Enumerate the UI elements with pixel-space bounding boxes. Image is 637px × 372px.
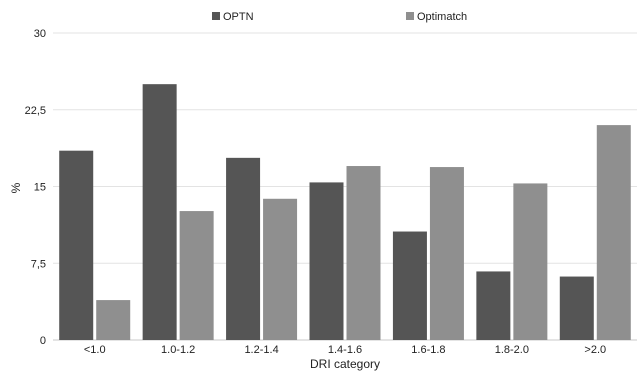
y-axis-title: % [9, 182, 23, 193]
y-tick-label: 0 [40, 335, 46, 347]
gridlines [53, 32, 637, 341]
y-axis-ticks: 0 7,5 15 22,5 30 [25, 28, 46, 347]
bar-optn [59, 150, 94, 340]
x-axis-ticks: <1.0 1.0-1.2 1.2-1.4 1.4-1.6 1.6-1.8 1.8-2.0 >… [84, 344, 606, 356]
bar-optn [142, 84, 177, 341]
bars [59, 84, 631, 341]
x-tick-label: 1.0-1.2 [161, 344, 195, 356]
bar-optimatch [429, 167, 464, 340]
bar-optn [476, 271, 511, 340]
x-tick-label: <1.0 [84, 344, 106, 356]
x-tick-label: 1.2-1.4 [244, 344, 278, 356]
bar-optimatch [346, 166, 381, 340]
bar-optn [226, 157, 261, 340]
bar-optn [392, 231, 427, 340]
x-tick-label: 1.6-1.8 [411, 344, 445, 356]
x-tick-label: >2.0 [584, 344, 606, 356]
legend-swatch-optn [212, 12, 220, 20]
x-tick-label: 1.8-2.0 [495, 344, 529, 356]
y-tick-label: 30 [34, 28, 46, 40]
y-tick-label: 7,5 [31, 258, 46, 270]
x-tick-label: 1.4-1.6 [328, 344, 362, 356]
legend: OPTN Optimatch [212, 11, 467, 23]
bar-optimatch [263, 198, 298, 340]
bar-optn [559, 276, 594, 340]
bar-optimatch [596, 125, 631, 340]
y-tick-label: 22,5 [25, 105, 46, 117]
bar-optn [309, 182, 344, 340]
legend-label-optn: OPTN [223, 11, 254, 23]
x-axis-title: DRI category [310, 357, 380, 371]
legend-swatch-optimatch [406, 12, 414, 20]
bar-optimatch [513, 183, 548, 340]
y-tick-label: 15 [34, 182, 46, 194]
bar-optimatch [179, 211, 214, 340]
bar-optimatch [96, 300, 131, 340]
legend-label-optimatch: Optimatch [417, 11, 467, 23]
